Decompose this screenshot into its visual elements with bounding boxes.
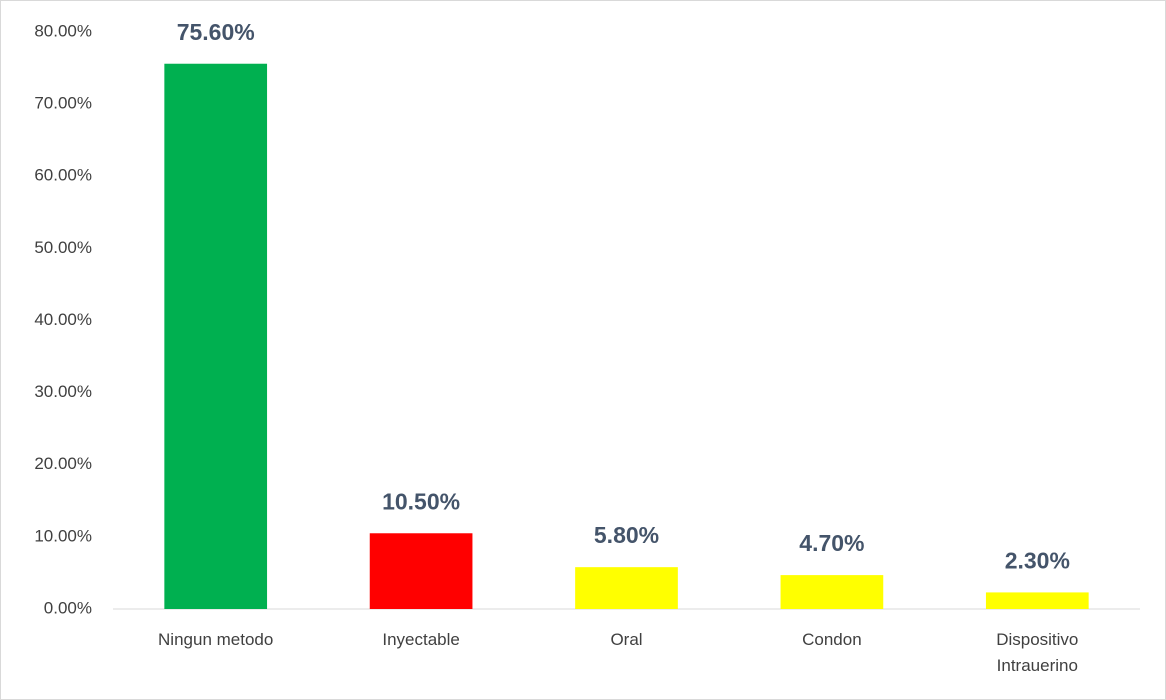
value-label: 5.80% xyxy=(594,522,659,548)
value-label: 10.50% xyxy=(382,488,460,514)
x-tick-label: Condon xyxy=(802,630,862,649)
y-tick-label: 70.00% xyxy=(34,94,92,113)
bar xyxy=(164,63,268,610)
value-label: 2.30% xyxy=(1005,547,1070,573)
x-tick-label: Inyectable xyxy=(382,630,460,649)
bar xyxy=(985,592,1089,609)
value-label: 75.60% xyxy=(177,19,255,45)
y-tick-label: 10.00% xyxy=(34,526,92,545)
y-tick-label: 80.00% xyxy=(34,21,92,40)
bar xyxy=(575,567,678,609)
y-tick-label: 20.00% xyxy=(34,454,92,473)
value-label: 4.70% xyxy=(799,530,864,556)
bar xyxy=(780,575,884,609)
bar xyxy=(369,533,473,609)
y-tick-label: 50.00% xyxy=(34,238,92,257)
x-tick-label: Oral xyxy=(610,630,643,649)
y-tick-label: 60.00% xyxy=(34,166,92,185)
y-tick-label: 0.00% xyxy=(44,598,92,617)
x-tick-label: Ningun metodo xyxy=(158,630,274,649)
x-tick-label: Dispositivo Intrauerino xyxy=(996,630,1079,675)
y-tick-label: 40.00% xyxy=(34,310,92,329)
y-tick-label: 30.00% xyxy=(34,382,92,401)
